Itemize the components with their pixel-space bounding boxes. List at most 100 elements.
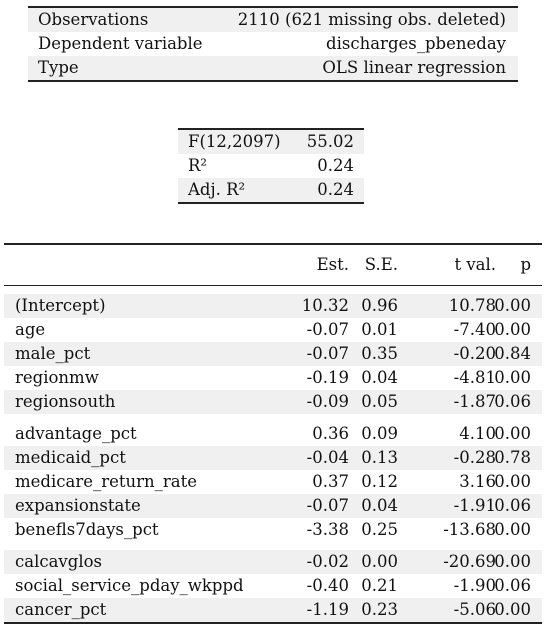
p-value: 0.00 [494,472,531,491]
table-row: social_service_pday_wkppd -0.40 0.21 -1.… [4,574,542,598]
header-est: Est. [316,255,349,274]
t-value: -1.90 [453,576,496,595]
fit-statistics-table: F(12,2097) 55.02 R² 0.24 Adj. R² 0.24 [178,128,364,204]
table-row: (Intercept) 10.32 0.96 10.78 0.00 [4,294,542,318]
fit-label: R² [188,156,208,175]
p-value: 0.00 [494,424,531,443]
estimate: 10.32 [301,296,349,315]
fit-row-r-squared: R² 0.24 [178,154,364,178]
std-error: 0.01 [361,320,398,339]
estimate: -0.02 [306,552,349,571]
estimate: 0.36 [312,424,349,443]
estimate: -0.04 [306,448,349,467]
std-error: 0.23 [361,600,398,619]
t-value: 3.16 [459,472,496,491]
estimate: -0.07 [306,496,349,515]
coefficient-table: Est. S.E. t val. p (Intercept) 10.32 0.9… [4,243,542,624]
std-error: 0.09 [361,424,398,443]
summary-label: Dependent variable [38,34,203,53]
t-value: -0.28 [453,448,496,467]
header-t-val: t val. [454,255,496,274]
table-row: expansionstate -0.07 0.04 -1.91 0.06 [4,494,542,518]
term-name: (Intercept) [15,296,106,315]
std-error: 0.13 [361,448,398,467]
header-p: p [520,255,531,274]
std-error: 0.12 [361,472,398,491]
summary-label: Type [38,58,79,77]
t-value: -1.91 [453,496,496,515]
term-name: benefls7days_pct [15,520,159,539]
p-value: 0.06 [494,496,531,515]
estimate: -0.40 [306,576,349,595]
fit-value: 55.02 [306,132,354,151]
term-name: social_service_pday_wkppd [15,576,244,595]
term-name: age [15,320,46,339]
estimate: -0.07 [306,344,349,363]
t-value: -4.81 [453,368,496,387]
table-row: calcavglos -0.02 0.00 -20.69 0.00 [4,550,542,574]
estimate: -3.38 [306,520,349,539]
header-se: S.E. [364,255,398,274]
table-row: medicaid_pct -0.04 0.13 -0.28 0.78 [4,446,542,470]
summary-value: discharges_pbeneday [326,34,506,53]
estimate: -0.19 [306,368,349,387]
table-row: advantage_pct 0.36 0.09 4.10 0.00 [4,422,542,446]
term-name: male_pct [15,344,91,363]
fit-label: F(12,2097) [188,132,281,151]
summary-row-type: Type OLS linear regression [28,56,518,80]
estimate: -0.07 [306,320,349,339]
table-row: benefls7days_pct -3.38 0.25 -13.68 0.00 [4,518,542,542]
t-value: -0.20 [453,344,496,363]
summary-value: 2110 (621 missing obs. deleted) [237,10,506,29]
term-name: regionmw [15,368,99,387]
std-error: 0.05 [361,392,398,411]
summary-row-dependent-variable: Dependent variable discharges_pbeneday [28,32,518,56]
t-value: -5.06 [453,600,496,619]
t-value: 10.78 [448,296,496,315]
term-name: expansionstate [15,496,141,515]
p-value: 0.00 [494,320,531,339]
fit-label: Adj. R² [188,180,246,199]
std-error: 0.35 [361,344,398,363]
t-value: -1.87 [453,392,496,411]
p-value: 0.00 [494,296,531,315]
summary-label: Observations [38,10,149,29]
fit-value: 0.24 [317,180,354,199]
std-error: 0.04 [361,496,398,515]
table-row: medicare_return_rate 0.37 0.12 3.16 0.00 [4,470,542,494]
std-error: 0.25 [361,520,398,539]
p-value: 0.06 [494,392,531,411]
p-value: 0.06 [494,576,531,595]
std-error: 0.96 [361,296,398,315]
std-error: 0.04 [361,368,398,387]
p-value: 0.78 [494,448,531,467]
fit-row-adj-r-squared: Adj. R² 0.24 [178,178,364,202]
term-name: medicaid_pct [15,448,126,467]
summary-row-observations: Observations 2110 (621 missing obs. dele… [28,8,518,32]
term-name: medicare_return_rate [15,472,198,491]
fit-value: 0.24 [317,156,354,175]
estimate: 0.37 [312,472,349,491]
p-value: 0.00 [494,520,531,539]
term-name: calcavglos [15,552,102,571]
estimate: -1.19 [306,600,349,619]
p-value: 0.84 [494,344,531,363]
p-value: 0.00 [494,552,531,571]
model-summary-table: Observations 2110 (621 missing obs. dele… [28,6,518,82]
t-value: -13.68 [443,520,496,539]
table-row: regionsouth -0.09 0.05 -1.87 0.06 [4,390,542,414]
table-row: regionmw -0.19 0.04 -4.81 0.00 [4,366,542,390]
p-value: 0.00 [494,600,531,619]
p-value: 0.00 [494,368,531,387]
t-value: -20.69 [443,552,496,571]
table-row: age -0.07 0.01 -7.40 0.00 [4,318,542,342]
table-row: male_pct -0.07 0.35 -0.20 0.84 [4,342,542,366]
t-value: -7.40 [453,320,496,339]
summary-value: OLS linear regression [322,58,506,77]
term-name: advantage_pct [15,424,137,443]
term-name: cancer_pct [15,600,107,619]
fit-row-f-statistic: F(12,2097) 55.02 [178,130,364,154]
coefficient-header-row: Est. S.E. t val. p [4,245,542,286]
std-error: 0.21 [361,576,398,595]
estimate: -0.09 [306,392,349,411]
